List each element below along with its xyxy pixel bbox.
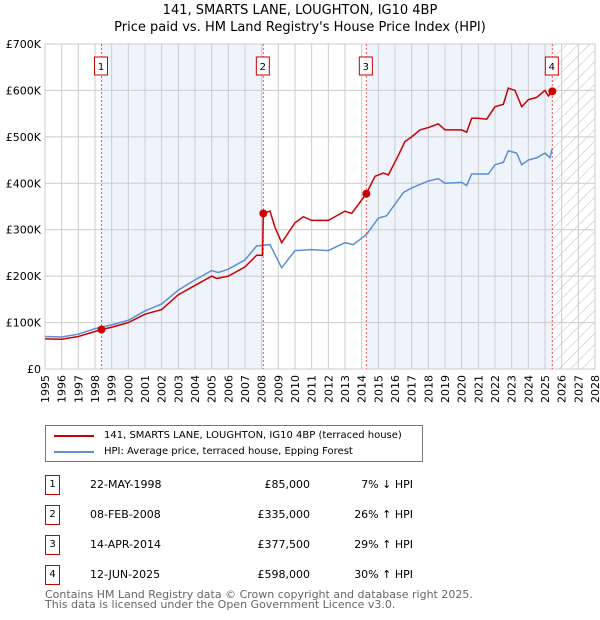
x-tick-label: 2018 [422, 375, 435, 403]
footer-line: Contains HM Land Registry data © Crown c… [45, 588, 473, 601]
x-tick-label: 2026 [556, 375, 569, 403]
footer: Contains HM Land Registry data © Crown c… [45, 588, 473, 611]
sale-row: 2 08-FEB-2008 £335,000 26% ↑ HPI [45, 505, 445, 525]
x-tick-label: 2014 [356, 375, 369, 403]
legend-item-hpi: HPI: Average price, terraced house, Eppi… [54, 446, 353, 457]
sale-hpi-diff: 30% ↑ HPI [354, 568, 413, 581]
x-tick-label: 2019 [439, 375, 452, 403]
sale-marker-badge: 4 [45, 565, 60, 585]
y-tick-label: £700K [6, 38, 42, 51]
sale-date: 08-FEB-2008 [90, 508, 161, 521]
sale-price: £598,000 [257, 568, 311, 581]
x-tick-label: 2017 [406, 375, 419, 403]
chart-subtitle: Price paid vs. HM Land Registry's House … [114, 20, 486, 35]
forecast-hatch [552, 44, 595, 369]
x-tick-label: 2000 [122, 375, 135, 403]
x-tick-label: 2003 [172, 375, 185, 403]
sale-label-box [94, 56, 108, 76]
legend: 141, SMARTS LANE, LOUGHTON, IG10 4BP (te… [45, 425, 423, 462]
x-tick-label: 2025 [539, 375, 552, 403]
legend-item-property: 141, SMARTS LANE, LOUGHTON, IG10 4BP (te… [54, 430, 402, 441]
y-tick-label: £500K [6, 131, 42, 144]
x-tick-label: 2022 [489, 375, 502, 403]
legend-label: 141, SMARTS LANE, LOUGHTON, IG10 4BP (te… [104, 430, 402, 441]
sale-hpi-diff: 7% ↓ HPI [361, 478, 413, 491]
x-tick-label: 2007 [239, 375, 252, 403]
x-tick-label: 2011 [306, 375, 319, 403]
x-tick-label: 2013 [339, 375, 352, 403]
x-tick-label: 1995 [39, 375, 52, 403]
x-tick-label: 2016 [389, 375, 402, 403]
sale-point [362, 189, 371, 198]
sale-row: 1 22-MAY-1998 £85,000 7% ↓ HPI [45, 475, 445, 495]
x-tick-label: 2028 [589, 375, 600, 403]
sale-marker-badge: 3 [45, 535, 60, 555]
sale-hpi-diff: 29% ↑ HPI [354, 538, 413, 551]
x-tick-label: 2024 [522, 375, 535, 403]
sale-label: 4 [549, 62, 555, 73]
sale-date: 22-MAY-1998 [90, 478, 162, 491]
x-tick-label: 2009 [272, 375, 285, 403]
hpi-line [44, 148, 554, 338]
y-tick-label: £400K [6, 177, 42, 190]
price-chart: 1995 1996 1997 1998 1999 2000 2001 2002 2003 2004… [6, 38, 600, 403]
property-price-line [44, 87, 553, 341]
x-tick-label: 2001 [139, 375, 152, 403]
sale-row: 3 14-APR-2014 £377,500 29% ↑ HPI [45, 535, 445, 555]
sale-date: 14-APR-2014 [90, 538, 162, 551]
sale-point [97, 325, 106, 334]
x-tick-label: 2005 [206, 375, 219, 403]
x-tick-label: 2004 [189, 375, 202, 403]
sale-point [548, 87, 557, 96]
sale-price: £335,000 [257, 508, 311, 521]
footer-line: This data is licensed under the Open Gov… [45, 598, 396, 611]
y-tick-label: £100K [6, 317, 42, 330]
sale-label: 2 [260, 62, 266, 73]
sale-label: 3 [363, 62, 369, 73]
sale-label-box [544, 56, 559, 76]
x-tick-label: 1996 [56, 375, 69, 403]
x-tick-label: 2015 [372, 375, 385, 403]
sale-point [259, 209, 268, 218]
sale-label: 1 [98, 62, 104, 73]
x-tick-label: 2020 [456, 375, 469, 403]
sale-label-box [358, 56, 373, 76]
y-tick-label: £200K [6, 270, 42, 283]
sale-date: 12-JUN-2025 [90, 568, 161, 581]
legend-label: HPI: Average price, terraced house, Eppi… [104, 446, 353, 457]
x-tick-label: 1999 [106, 375, 119, 403]
x-tick-label: 2021 [472, 375, 485, 403]
plot-border [44, 43, 596, 370]
y-tick-label: £0 [27, 363, 41, 376]
x-tick-label: 2027 [572, 375, 585, 403]
chart-title: 141, SMARTS LANE, LOUGHTON, IG10 4BP [162, 3, 438, 18]
x-tick-label: 2023 [506, 375, 519, 403]
sale-marker-badge: 2 [45, 505, 60, 525]
x-tick-label: 2006 [222, 375, 235, 403]
x-tick-label: 2012 [322, 375, 335, 403]
sale-price: £377,500 [257, 538, 311, 551]
shaded-period [366, 44, 553, 369]
y-tick-label: £300K [6, 224, 42, 237]
sale-price: £85,000 [264, 478, 311, 491]
y-tick-label: £600K [6, 84, 42, 97]
sale-label-box [255, 56, 270, 76]
sale-marker-badge: 1 [45, 475, 60, 495]
x-tick-label: 2008 [256, 375, 269, 403]
x-tick-label: 1997 [72, 375, 85, 403]
x-tick-label: 2002 [156, 375, 169, 403]
sale-hpi-diff: 26% ↑ HPI [354, 508, 413, 521]
x-tick-label: 2010 [289, 375, 302, 403]
sale-row: 4 12-JUN-2025 £598,000 30% ↑ HPI [45, 565, 445, 585]
x-tick-label: 1998 [89, 375, 102, 403]
